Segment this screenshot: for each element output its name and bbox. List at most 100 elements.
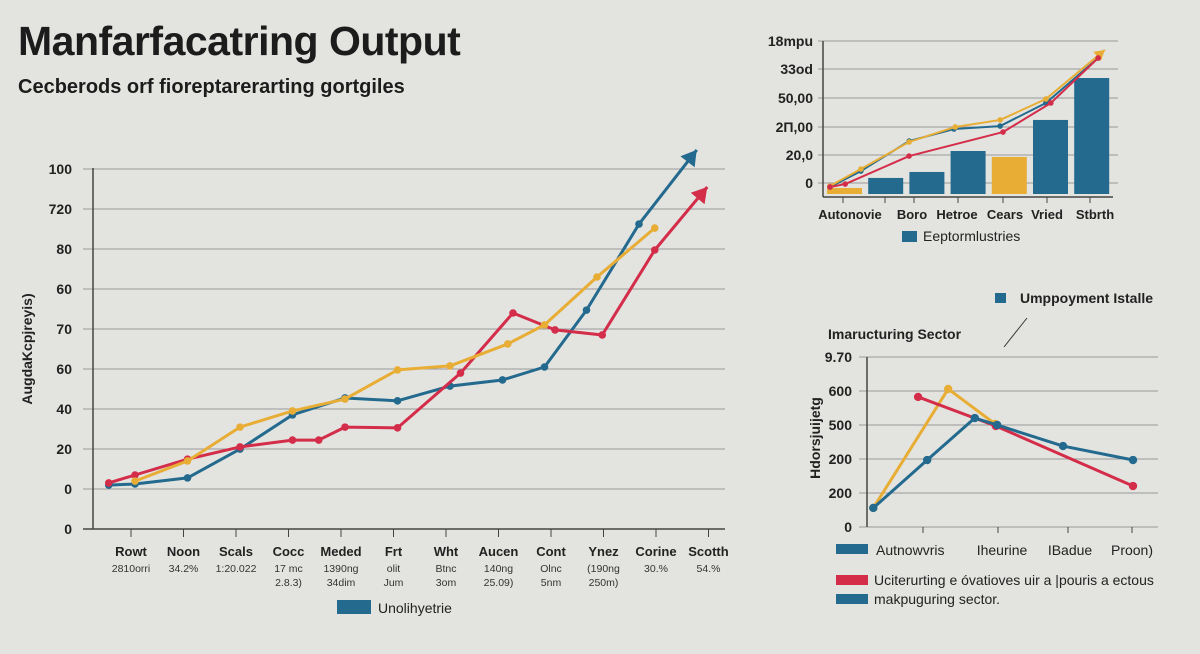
bar bbox=[991, 156, 1027, 194]
main-x-category-sublabel: 250m) bbox=[589, 577, 619, 589]
sector-series-line-2 bbox=[872, 416, 1134, 510]
main-data-point bbox=[551, 326, 559, 334]
bar-x-category-label: Hetroe bbox=[936, 207, 977, 222]
main-data-point bbox=[598, 331, 607, 339]
sector-y-tick-label: 200 bbox=[829, 451, 853, 467]
main-y-tick-label: 20 bbox=[56, 441, 72, 457]
main-data-point bbox=[446, 362, 454, 370]
main-series-line-2 bbox=[134, 226, 656, 483]
bar bbox=[1074, 78, 1110, 194]
main-x-category-label: Aucen bbox=[479, 544, 519, 559]
main-data-point bbox=[509, 309, 517, 317]
sector-legend-pointer bbox=[1003, 317, 1028, 348]
main-data-point bbox=[393, 424, 402, 432]
sector-legend-label: makpuguring sector. bbox=[874, 591, 1000, 607]
sector-y-tick-label: 200 bbox=[829, 485, 853, 501]
bar bbox=[868, 177, 904, 194]
main-data-point bbox=[183, 474, 192, 482]
sector-y-tick-label: 0 bbox=[844, 519, 852, 535]
main-x-category-label: Cont bbox=[536, 544, 566, 559]
main-y-tick-label: 80 bbox=[56, 241, 72, 257]
main-x-category-label: Rowt bbox=[115, 544, 147, 559]
bar-legend-swatch bbox=[902, 231, 917, 242]
bar-data-point bbox=[1000, 129, 1006, 135]
sector-data-point bbox=[913, 392, 923, 402]
bar-y-tick-label: 20,0 bbox=[786, 147, 813, 163]
main-x-category-sublabel: 34.2% bbox=[169, 563, 199, 575]
bar-y-tick-label: 18mpu bbox=[768, 33, 813, 49]
main-x-category-label: Scals bbox=[219, 544, 253, 559]
main-data-point bbox=[593, 273, 601, 281]
bar-data-point bbox=[997, 117, 1003, 123]
sector-y-axis-title: Hdorsjuijetg bbox=[807, 397, 823, 479]
main-x-category-label: Ynez bbox=[588, 544, 619, 559]
main-x-category-sublabel: 54.% bbox=[697, 563, 721, 575]
main-x-category-sublabel: Olnc bbox=[540, 563, 562, 575]
main-x-category-sublabel: 25.09) bbox=[484, 577, 514, 589]
chart-subtitle: Cecberods orf fioreptarerarting gortgile… bbox=[18, 76, 405, 98]
main-x-category-sublabel: 3om bbox=[436, 577, 457, 589]
main-data-point bbox=[635, 220, 643, 228]
bar bbox=[1033, 119, 1068, 194]
main-data-point bbox=[288, 407, 297, 415]
main-x-category-label: Corine bbox=[635, 544, 676, 559]
sector-data-point bbox=[1128, 455, 1138, 465]
sector-x-category-label: Proon) bbox=[1111, 542, 1153, 558]
main-y-tick-label: 0 bbox=[64, 481, 72, 497]
bar-data-point bbox=[1048, 100, 1054, 106]
main-data-point bbox=[540, 363, 549, 371]
bar-y-tick-label: 0 bbox=[805, 175, 813, 191]
main-y-tick-label: 720 bbox=[49, 201, 73, 217]
main-legend-label: Unolihyetrie bbox=[378, 600, 452, 616]
main-x-category-sublabel: 1390ng bbox=[323, 563, 358, 575]
main-legend-swatch bbox=[337, 600, 371, 614]
bar-x-category-label: Autonovie bbox=[818, 207, 882, 222]
bar-data-point bbox=[997, 123, 1003, 129]
main-data-point bbox=[236, 443, 244, 451]
main-y-tick-label: 60 bbox=[56, 281, 72, 297]
main-x-category-sublabel: 1:20.022 bbox=[216, 563, 257, 575]
sector-category-swatch bbox=[836, 544, 868, 554]
main-data-point bbox=[456, 369, 465, 377]
main-x-category-sublabel: 2810orri bbox=[112, 563, 151, 575]
bar-x-category-label: Vried bbox=[1031, 207, 1063, 222]
sector-data-point bbox=[970, 413, 979, 423]
sector-y-tick-label: 500 bbox=[829, 417, 853, 433]
main-x-category-sublabel: 2.8.3) bbox=[275, 577, 302, 589]
sector-x-category-label: Autnowvris bbox=[876, 542, 944, 558]
sector-legend-label: Uciterurting e óvatioves uir a |pouris a… bbox=[874, 572, 1154, 588]
main-y-tick-label: 70 bbox=[56, 321, 72, 337]
sector-legend-label: Umppoyment Istalle bbox=[1020, 290, 1153, 306]
bar bbox=[950, 151, 986, 194]
main-data-point bbox=[104, 479, 113, 487]
main-y-tick-label: 100 bbox=[49, 161, 73, 177]
main-x-category-label: Scotth bbox=[688, 544, 729, 559]
main-x-category-sublabel: Jum bbox=[384, 577, 404, 589]
sector-data-point bbox=[923, 455, 932, 465]
main-data-point bbox=[503, 340, 512, 348]
main-x-category-sublabel: (190ng bbox=[587, 563, 620, 575]
main-x-category-label: Meded bbox=[320, 544, 361, 559]
main-data-point bbox=[131, 477, 139, 485]
sector-y-tick-label: 9.70 bbox=[825, 349, 852, 365]
main-data-point bbox=[498, 376, 507, 384]
main-data-point bbox=[183, 457, 192, 465]
bar-data-point bbox=[827, 184, 833, 190]
sector-legend-swatch bbox=[836, 575, 868, 585]
bar-legend-label: Eeptormlustries bbox=[923, 228, 1020, 244]
bar-data-point bbox=[906, 139, 912, 145]
main-x-category-sublabel: olit bbox=[387, 563, 401, 575]
main-series-line-1 bbox=[108, 186, 709, 485]
main-x-category-sublabel: 34dim bbox=[327, 577, 356, 589]
main-data-point bbox=[393, 397, 402, 405]
main-series-line-0 bbox=[108, 148, 698, 487]
sector-data-point bbox=[944, 384, 953, 394]
main-y-axis-title: AugdaKcpjreyis) bbox=[19, 293, 35, 404]
bar bbox=[827, 188, 862, 194]
main-x-category-sublabel: 140ng bbox=[484, 563, 513, 575]
main-data-point bbox=[131, 471, 139, 479]
bar-y-tick-label: 2Π,00 bbox=[776, 119, 814, 135]
main-data-point bbox=[341, 423, 349, 431]
chart-title: Manfarfacatring Output bbox=[18, 18, 461, 64]
main-data-point bbox=[288, 436, 297, 444]
